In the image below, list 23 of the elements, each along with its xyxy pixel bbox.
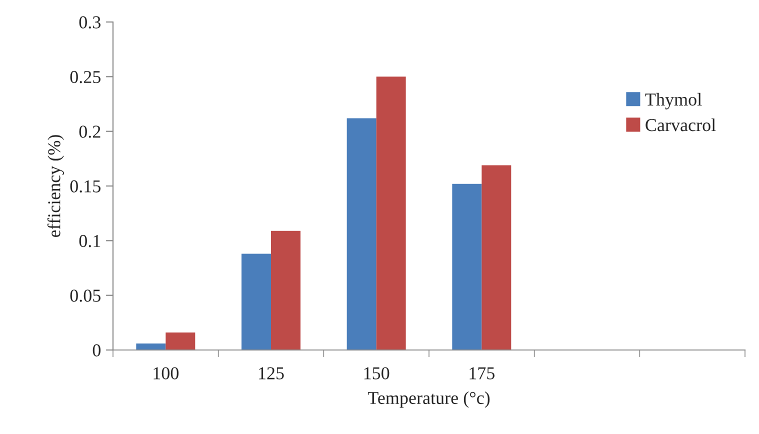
y-tick-label: 0.2 <box>79 126 100 138</box>
bar <box>271 230 300 350</box>
x-tick-label: 100 <box>154 367 179 380</box>
x-tick-label: 175 <box>470 367 495 380</box>
bar <box>482 165 512 350</box>
legend-label: Thymol <box>645 92 702 110</box>
y-tick-label: 0.25 <box>70 70 100 84</box>
y-tick-label: 0.15 <box>70 180 100 193</box>
bar <box>166 332 196 350</box>
y-tick-label: 0.3 <box>79 16 100 29</box>
bar <box>136 343 166 350</box>
y-tick-label: 0.05 <box>70 290 100 302</box>
y-axis-title: efficiency (%) <box>47 135 64 238</box>
x-tick-label: 125 <box>259 367 284 380</box>
bar <box>452 184 482 350</box>
legend-label: Carvacrol <box>646 118 716 132</box>
y-tick-label: 0.1 <box>79 234 100 248</box>
bar <box>346 118 376 350</box>
bar <box>376 76 406 350</box>
x-axis-title: Temperature (°c) <box>368 391 490 408</box>
bar <box>242 254 271 350</box>
x-tick-label: 150 <box>364 367 390 380</box>
y-tick-label: 0 <box>92 344 101 356</box>
